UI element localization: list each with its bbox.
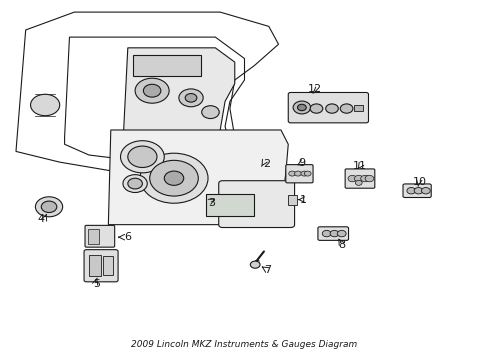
Circle shape xyxy=(164,171,183,185)
Polygon shape xyxy=(122,48,234,158)
Bar xyxy=(89,255,101,276)
Circle shape xyxy=(300,171,307,176)
Circle shape xyxy=(421,188,429,194)
Circle shape xyxy=(185,94,197,102)
Text: 4: 4 xyxy=(38,214,45,224)
FancyBboxPatch shape xyxy=(85,225,115,247)
Circle shape xyxy=(406,188,415,194)
Circle shape xyxy=(337,230,346,237)
Circle shape xyxy=(30,94,60,116)
Circle shape xyxy=(122,175,147,193)
Circle shape xyxy=(309,104,322,113)
Circle shape xyxy=(347,175,356,182)
Circle shape xyxy=(329,230,338,237)
Circle shape xyxy=(120,141,164,173)
Circle shape xyxy=(41,201,57,212)
FancyBboxPatch shape xyxy=(287,93,368,123)
Circle shape xyxy=(127,178,142,189)
Bar xyxy=(287,195,296,205)
Circle shape xyxy=(149,160,198,196)
FancyBboxPatch shape xyxy=(317,227,348,240)
Text: 8: 8 xyxy=(338,240,345,250)
FancyBboxPatch shape xyxy=(402,184,430,198)
Text: 6: 6 xyxy=(124,232,131,242)
FancyBboxPatch shape xyxy=(285,165,312,183)
Circle shape xyxy=(292,101,310,114)
FancyBboxPatch shape xyxy=(345,169,374,188)
Circle shape xyxy=(294,171,301,176)
Circle shape xyxy=(365,175,373,182)
Text: 12: 12 xyxy=(307,84,322,94)
Bar xyxy=(353,105,362,111)
Circle shape xyxy=(304,171,310,176)
Circle shape xyxy=(127,146,157,167)
Circle shape xyxy=(340,104,352,113)
Bar xyxy=(102,256,113,275)
Circle shape xyxy=(413,188,422,194)
Text: 3: 3 xyxy=(207,198,215,208)
Text: 1: 1 xyxy=(299,195,305,204)
Text: 11: 11 xyxy=(352,161,366,171)
FancyBboxPatch shape xyxy=(218,181,294,228)
Text: 9: 9 xyxy=(298,158,305,168)
Bar xyxy=(205,194,254,216)
Circle shape xyxy=(322,230,330,237)
Circle shape xyxy=(355,180,362,185)
Circle shape xyxy=(179,89,203,107)
Text: 2009 Lincoln MKZ Instruments & Gauges Diagram: 2009 Lincoln MKZ Instruments & Gauges Di… xyxy=(131,340,357,349)
FancyBboxPatch shape xyxy=(84,249,118,282)
Circle shape xyxy=(354,175,363,182)
Text: 10: 10 xyxy=(412,177,426,187)
Circle shape xyxy=(325,104,338,113)
Circle shape xyxy=(140,153,207,203)
Circle shape xyxy=(135,78,169,103)
Circle shape xyxy=(360,175,369,182)
Circle shape xyxy=(35,197,62,217)
Circle shape xyxy=(297,104,305,111)
Text: 7: 7 xyxy=(264,265,271,275)
Bar xyxy=(88,229,99,244)
Polygon shape xyxy=(108,130,287,225)
Circle shape xyxy=(201,106,219,118)
Circle shape xyxy=(250,261,260,268)
Circle shape xyxy=(288,171,295,176)
Circle shape xyxy=(143,84,161,97)
Text: 2: 2 xyxy=(262,159,269,169)
Text: 5: 5 xyxy=(93,279,100,289)
Bar xyxy=(132,55,201,76)
